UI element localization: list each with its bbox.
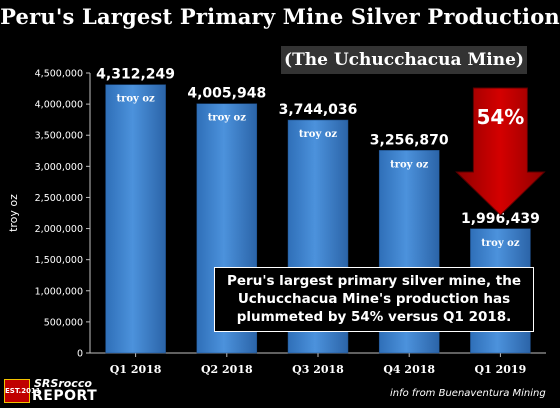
y-tick-label: 1,000,000 [35,286,83,297]
data-label: 1,996,439 [461,211,540,227]
decline-arrow: 54% [455,87,546,216]
bar [105,84,166,354]
y-tick-label: 4,500,000 [35,69,83,80]
bar-unit-label: troy oz [299,129,338,140]
y-tick-label: 2,000,000 [35,224,83,235]
data-label: 4,005,948 [187,86,266,102]
x-tick-label: Q1 2019 [475,363,527,376]
bar-unit-label: troy oz [208,113,247,124]
x-tick-label: Q4 2018 [383,363,435,376]
y-tick-label: 1,500,000 [35,255,83,266]
logo-bottom-text: REPORT [32,388,98,404]
source-note: info from Buenaventura Mining [390,388,546,399]
x-tick-label: Q3 2018 [292,363,344,376]
arrow-percent-label: 54% [476,105,524,129]
x-tick-label: Q1 2018 [110,363,162,376]
axes: 0 500,000 1,000,000 1,500,000 2,000,000 2,500… [7,69,546,376]
annotation-line-3: plummeted by 54% versus Q1 2018. [236,309,512,325]
data-label: 4,312,249 [96,67,175,83]
bar-unit-label: troy oz [116,94,155,105]
y-tick-label: 4,000,000 [35,100,83,111]
y-tick-label: 0 [77,349,83,360]
logo-top-text: SRSrocco [34,377,92,390]
data-label: 3,256,870 [370,132,449,148]
annotation-line-2: Uchucchacua Mine's production has [237,291,511,307]
y-axis-label: troy oz [7,194,20,232]
bar-unit-label: troy oz [481,238,520,249]
y-tick-label: 3,000,000 [35,162,83,173]
y-tick-label: 500,000 [44,317,83,328]
logo-badge: EST.2011 [4,379,41,403]
chart-title: Peru's Largest Primary Mine Silver Produ… [0,4,560,29]
x-tick-label: Q2 2018 [201,363,253,376]
annotation-line-1: Peru's largest primary silver mine, the [227,273,521,289]
data-label: 3,744,036 [279,102,358,118]
y-tick-label: 3,500,000 [35,131,83,142]
y-tick-label: 2,500,000 [35,193,83,204]
chart-subtitle: (The Uchucchacua Mine) [281,46,527,74]
bar-unit-label: troy oz [390,159,429,170]
arrow-shape [455,87,546,216]
srsrocco-logo: EST.2011 SRSrocco REPORT [4,377,100,405]
annotation-box: Peru's largest primary silver mine, the … [214,267,534,332]
